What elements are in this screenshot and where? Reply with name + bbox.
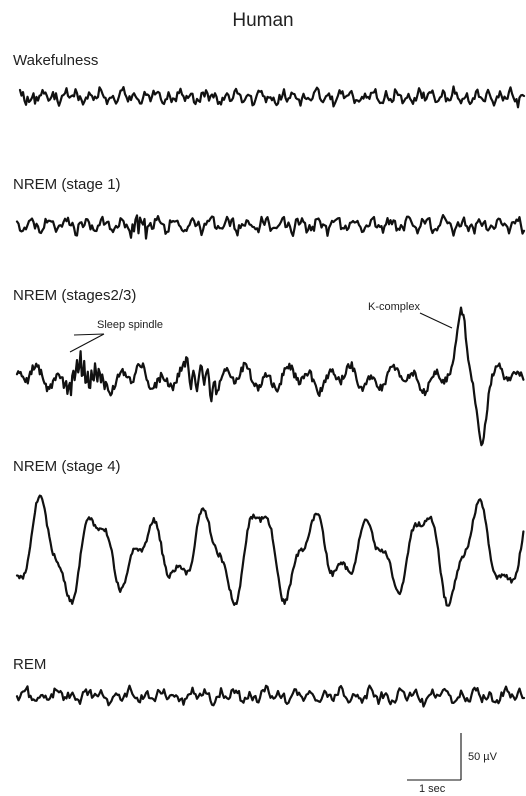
scale-bar-amplitude-label: 50 µV	[468, 751, 497, 763]
sleep-spindle-pointer	[73, 333, 105, 336]
annotation-sleep-spindle: Sleep spindle	[97, 319, 164, 331]
label-rem: REM	[13, 656, 47, 673]
eeg-trace-nrem-stages-2-3	[15, 306, 525, 447]
label-nrem-stage-4: NREM (stage 4)	[13, 458, 121, 475]
label-wakefulness: Wakefulness	[13, 52, 99, 69]
annotation-k-complex: K-complex	[368, 301, 420, 313]
k-complex-pointer	[419, 312, 453, 329]
figure-title: Human	[232, 10, 294, 31]
sleep-spindle-pointer-tail	[69, 333, 105, 353]
eeg-trace-nrem-stage-1	[15, 214, 526, 240]
eeg-trace-wakefulness	[18, 85, 526, 109]
eeg-trace-rem	[15, 684, 526, 708]
label-nrem-stages-2-3: NREM (stages2/3)	[13, 287, 137, 304]
label-nrem-stage-1: NREM (stage 1)	[13, 176, 121, 193]
scale-bar-time-label: 1 sec	[419, 783, 446, 795]
eeg-trace-nrem-stage-4	[15, 494, 525, 607]
